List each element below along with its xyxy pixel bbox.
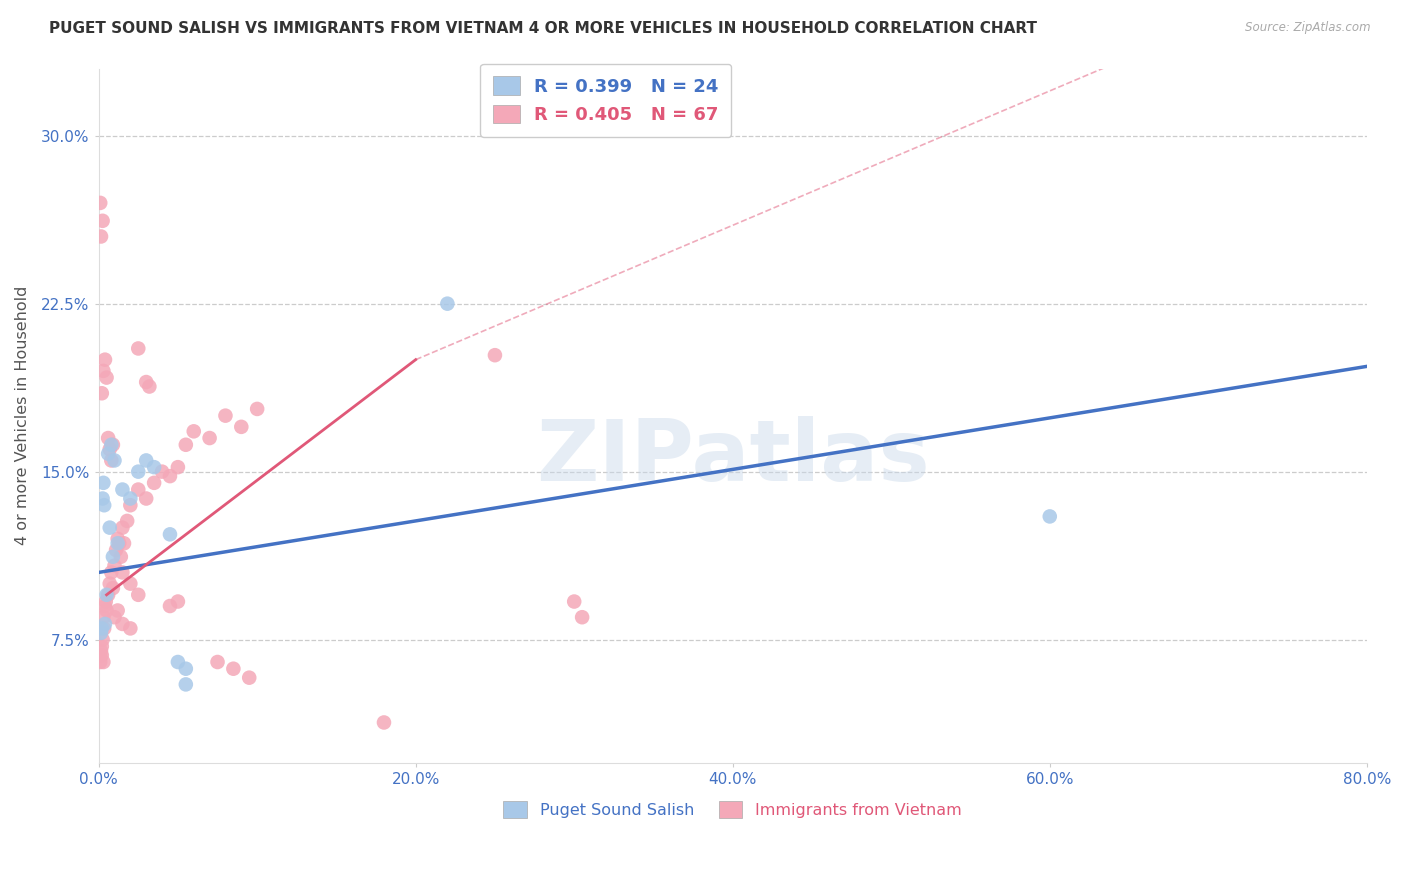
Point bbox=[135, 375, 157, 389]
Point bbox=[562, 594, 585, 608]
Point bbox=[93, 621, 115, 635]
Point bbox=[93, 475, 115, 490]
Point bbox=[138, 379, 160, 393]
Point bbox=[91, 632, 114, 647]
Point bbox=[91, 214, 114, 228]
Point bbox=[231, 420, 253, 434]
Point bbox=[98, 442, 121, 457]
Point bbox=[91, 491, 114, 506]
Point bbox=[96, 588, 118, 602]
Point bbox=[110, 549, 132, 564]
Point bbox=[93, 610, 115, 624]
Point bbox=[373, 715, 395, 730]
Point bbox=[93, 655, 115, 669]
Point bbox=[222, 662, 245, 676]
Point bbox=[159, 527, 181, 541]
Point bbox=[111, 616, 134, 631]
Point bbox=[94, 599, 117, 613]
Point bbox=[127, 588, 149, 602]
Point bbox=[120, 491, 142, 506]
Point bbox=[90, 626, 112, 640]
Point bbox=[207, 655, 229, 669]
Point bbox=[174, 662, 197, 676]
Point bbox=[108, 536, 131, 550]
Point bbox=[100, 438, 122, 452]
Point bbox=[198, 431, 221, 445]
Point bbox=[90, 386, 112, 401]
Point bbox=[159, 469, 181, 483]
Point bbox=[107, 603, 129, 617]
Point bbox=[159, 599, 181, 613]
Point bbox=[103, 610, 125, 624]
Point bbox=[150, 465, 173, 479]
Point bbox=[89, 655, 111, 669]
Point bbox=[89, 648, 111, 663]
Point bbox=[94, 352, 117, 367]
Point bbox=[167, 460, 190, 475]
Point bbox=[246, 401, 269, 416]
Point bbox=[127, 342, 149, 356]
Point bbox=[90, 229, 112, 244]
Point bbox=[111, 483, 134, 497]
Point bbox=[101, 549, 124, 564]
Point bbox=[120, 498, 142, 512]
Point bbox=[96, 370, 118, 384]
Point bbox=[105, 543, 128, 558]
Point bbox=[214, 409, 236, 423]
Point bbox=[103, 453, 125, 467]
Point bbox=[183, 425, 205, 439]
Legend: Puget Sound Salish, Immigrants from Vietnam: Puget Sound Salish, Immigrants from Viet… bbox=[498, 795, 969, 824]
Point bbox=[100, 566, 122, 580]
Point bbox=[484, 348, 506, 362]
Point bbox=[135, 491, 157, 506]
Point bbox=[115, 514, 138, 528]
Point bbox=[238, 671, 260, 685]
Point bbox=[101, 438, 124, 452]
Point bbox=[90, 621, 112, 635]
Point bbox=[127, 483, 149, 497]
Point bbox=[98, 521, 121, 535]
Point bbox=[112, 536, 135, 550]
Y-axis label: 4 or more Vehicles in Household: 4 or more Vehicles in Household bbox=[15, 286, 30, 545]
Point bbox=[174, 438, 197, 452]
Point bbox=[96, 603, 118, 617]
Point bbox=[143, 460, 166, 475]
Text: ZIPatlas: ZIPatlas bbox=[536, 416, 929, 499]
Text: Source: ZipAtlas.com: Source: ZipAtlas.com bbox=[1246, 21, 1371, 34]
Point bbox=[90, 640, 112, 654]
Point bbox=[107, 536, 129, 550]
Point bbox=[94, 616, 117, 631]
Point bbox=[93, 498, 115, 512]
Point bbox=[1039, 509, 1062, 524]
Point bbox=[120, 621, 142, 635]
Point bbox=[111, 566, 134, 580]
Point bbox=[93, 364, 115, 378]
Point bbox=[97, 447, 120, 461]
Point bbox=[135, 453, 157, 467]
Point bbox=[436, 296, 458, 310]
Point bbox=[127, 465, 149, 479]
Point bbox=[103, 558, 125, 573]
Point bbox=[111, 521, 134, 535]
Point bbox=[107, 532, 129, 546]
Point bbox=[97, 588, 120, 602]
Point bbox=[89, 195, 111, 210]
Text: PUGET SOUND SALISH VS IMMIGRANTS FROM VIETNAM 4 OR MORE VEHICLES IN HOUSEHOLD CO: PUGET SOUND SALISH VS IMMIGRANTS FROM VI… bbox=[49, 21, 1038, 36]
Point bbox=[97, 431, 120, 445]
Point bbox=[94, 594, 117, 608]
Point bbox=[167, 594, 190, 608]
Point bbox=[90, 644, 112, 658]
Point bbox=[101, 581, 124, 595]
Point bbox=[100, 453, 122, 467]
Point bbox=[98, 576, 121, 591]
Point bbox=[120, 576, 142, 591]
Point bbox=[90, 648, 112, 663]
Point bbox=[571, 610, 593, 624]
Point bbox=[174, 677, 197, 691]
Point bbox=[143, 475, 166, 490]
Point bbox=[167, 655, 190, 669]
